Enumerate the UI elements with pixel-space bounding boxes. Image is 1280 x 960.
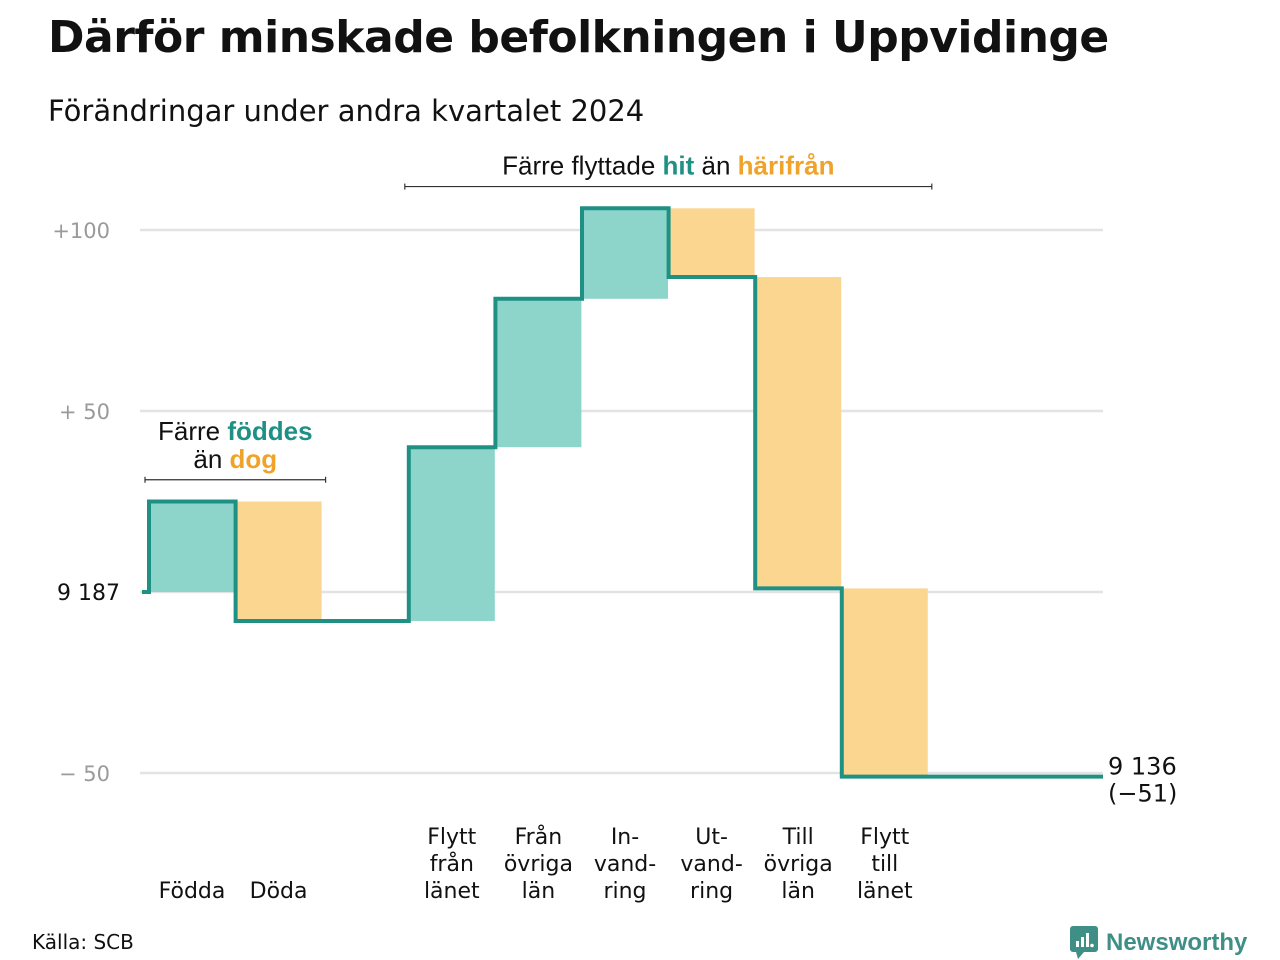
- end-value-label: 9 136: [1108, 753, 1177, 781]
- category-label: Ut-: [695, 825, 728, 850]
- category-label: länet: [857, 879, 913, 904]
- decrease-bar: [235, 501, 322, 621]
- y-tick-label: − 50: [59, 762, 110, 786]
- source-note: Källa: SCB: [32, 930, 134, 954]
- annotation-plain-word: än: [694, 151, 737, 181]
- category-label: län: [522, 879, 556, 904]
- category-label: Döda: [250, 879, 308, 904]
- category-label: vand-: [594, 852, 656, 877]
- cumulative-step-line: [142, 206, 1103, 779]
- page-title: Därför minskade befolkningen i Uppviding…: [48, 12, 1109, 63]
- increase-bar: [495, 298, 582, 448]
- category-label: Från: [515, 824, 563, 850]
- category-label: ring: [603, 879, 646, 904]
- annotation-plain-word: Färre: [158, 416, 227, 446]
- brand-name: Newsworthy: [1106, 929, 1248, 956]
- category-label: från: [430, 851, 474, 877]
- increase-bar: [149, 501, 235, 592]
- category-label: In-: [611, 825, 639, 850]
- annotation-decrease-word: dog: [230, 444, 278, 474]
- annotation-decrease-word: härifrån: [738, 151, 835, 181]
- births-annotation-text: Färre föddes: [158, 416, 313, 446]
- category-label: Till: [782, 825, 814, 850]
- page-subtitle: Förändringar under andra kvartalet 2024: [48, 94, 645, 128]
- category-label: vand-: [680, 852, 742, 877]
- increase-bar: [408, 447, 495, 621]
- category-label: länet: [424, 879, 480, 904]
- annotation-increase-word: hit: [663, 151, 695, 181]
- category-label: län: [781, 879, 815, 904]
- end-change-label: (−51): [1108, 780, 1177, 808]
- y-tick-label: +100: [52, 219, 110, 243]
- start-value-label: 9 187: [57, 581, 120, 606]
- increase-bar: [582, 208, 668, 299]
- category-label: övriga: [504, 852, 573, 877]
- category-label: Flytt: [860, 825, 909, 850]
- newsworthy-logo-icon: [1070, 926, 1098, 959]
- category-label: till: [871, 852, 898, 877]
- annotation-increase-word: föddes: [227, 416, 312, 446]
- brand-logo: Newsworthy: [1070, 926, 1247, 960]
- decrease-bar: [841, 588, 928, 777]
- category-label: ring: [690, 879, 733, 904]
- decrease-bar: [668, 208, 755, 278]
- category-label: Födda: [159, 879, 226, 904]
- y-tick-label: + 50: [59, 400, 110, 424]
- births-annotation-text: än dog: [193, 444, 277, 474]
- decrease-bar: [755, 277, 842, 589]
- moves-annotation-text: Färre flyttade hit än härifrån: [502, 151, 834, 181]
- category-label: Flytt: [427, 825, 476, 850]
- annotation-plain-word: Färre flyttade: [502, 151, 662, 181]
- category-label: övriga: [764, 852, 833, 877]
- annotation-plain-word: än: [193, 444, 229, 474]
